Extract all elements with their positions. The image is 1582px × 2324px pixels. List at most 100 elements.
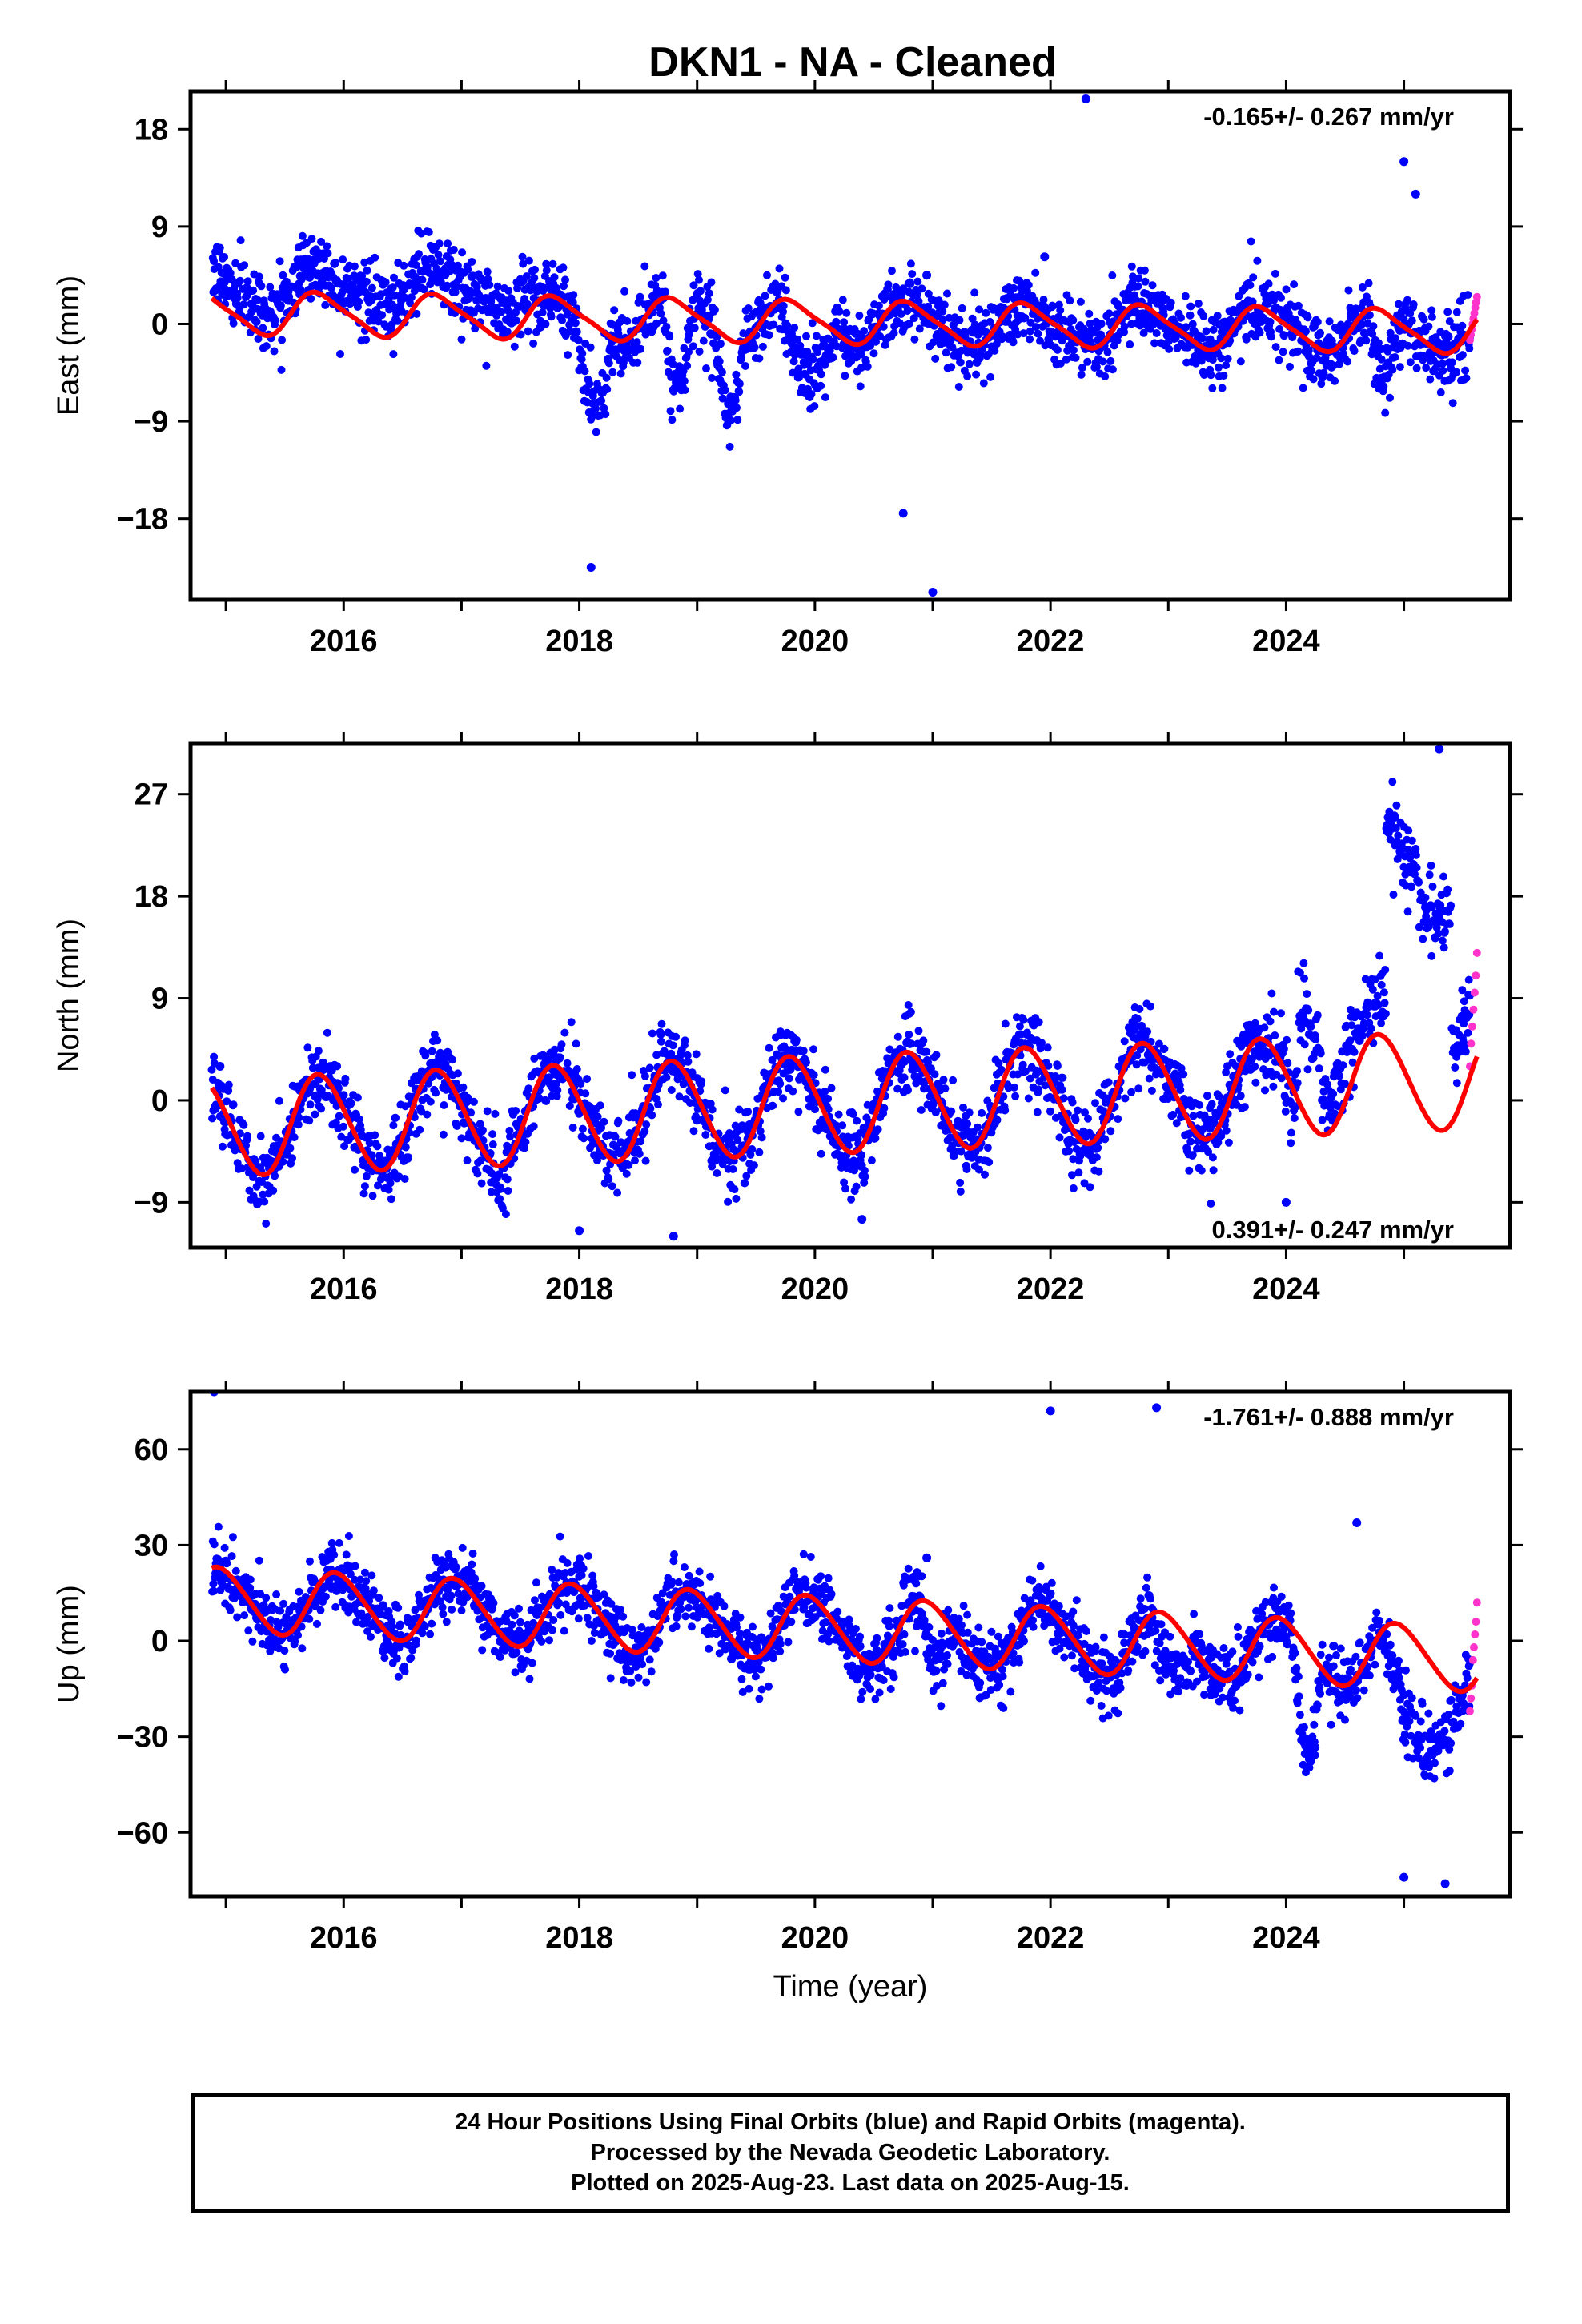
data-point-final xyxy=(1303,313,1312,322)
data-point-final xyxy=(906,1007,915,1016)
data-point-final xyxy=(633,358,642,367)
data-point-final xyxy=(272,1590,281,1598)
data-point-final xyxy=(717,340,725,348)
data-point-final xyxy=(765,1043,773,1052)
data-point-final xyxy=(1143,1027,1152,1036)
data-point-final xyxy=(1293,1067,1301,1076)
data-point-final xyxy=(807,390,816,399)
data-point-final xyxy=(1445,317,1454,326)
data-point-final xyxy=(465,293,474,302)
data-point-final xyxy=(506,1132,514,1141)
data-point-final xyxy=(1404,826,1413,835)
data-point-final xyxy=(604,359,613,368)
data-point-final xyxy=(412,261,420,270)
data-point-final xyxy=(906,259,915,268)
data-point-final xyxy=(1226,1050,1235,1059)
data-point-final xyxy=(1277,293,1285,302)
data-point-final xyxy=(1108,271,1117,279)
data-point-final xyxy=(434,251,443,259)
data-point-final xyxy=(1081,1108,1090,1117)
data-point-final xyxy=(375,1594,383,1602)
data-point-final xyxy=(648,1029,656,1038)
data-point-final xyxy=(556,1053,564,1062)
data-point-final xyxy=(491,1109,500,1118)
data-point-final xyxy=(1055,1133,1064,1142)
data-point-final xyxy=(1391,353,1399,361)
data-point-final xyxy=(245,1186,254,1195)
data-point-final xyxy=(696,287,705,296)
data-point-final xyxy=(893,1032,902,1041)
data-point-final xyxy=(210,1052,219,1061)
data-point-final xyxy=(1101,372,1110,380)
data-point-final xyxy=(335,1112,343,1120)
data-point-final xyxy=(842,308,851,317)
data-point-final xyxy=(755,1148,764,1156)
data-point-final xyxy=(369,1586,378,1595)
data-point-final xyxy=(1224,1138,1233,1147)
data-point-final xyxy=(401,293,410,302)
data-point-final xyxy=(351,1165,359,1174)
data-point-final xyxy=(901,1057,909,1066)
data-point-final xyxy=(1185,1166,1194,1175)
data-point-final xyxy=(1377,980,1386,989)
data-point-final xyxy=(702,364,710,372)
data-point-final xyxy=(917,1106,926,1114)
data-point-final xyxy=(563,1059,572,1068)
model-curve-north xyxy=(210,1031,1480,1178)
data-point-final xyxy=(904,1001,913,1009)
data-point-final xyxy=(477,1179,486,1188)
data-point-final xyxy=(849,1110,857,1119)
data-point-final xyxy=(703,296,712,304)
data-point-final xyxy=(1199,312,1208,320)
data-point-final xyxy=(1362,336,1371,345)
data-point-final xyxy=(262,1594,271,1602)
data-point-final xyxy=(471,324,480,333)
data-point-final xyxy=(223,1097,231,1106)
data-point-final xyxy=(290,1133,299,1142)
data-point-final xyxy=(279,1599,288,1608)
data-point-final xyxy=(469,1097,478,1106)
data-point-final xyxy=(488,1130,497,1139)
data-point-final xyxy=(1074,1106,1082,1115)
data-point-final xyxy=(271,316,279,324)
data-point-final xyxy=(1331,376,1339,385)
data-point-final xyxy=(1403,296,1411,304)
data-point-final xyxy=(233,1613,242,1622)
data-point-final xyxy=(1105,309,1114,318)
data-point-final xyxy=(344,1532,353,1540)
data-point-final xyxy=(1169,1110,1178,1119)
data-point-final xyxy=(1403,907,1412,916)
data-point-final xyxy=(214,1522,223,1531)
data-point-final xyxy=(362,1577,371,1586)
data-point-final xyxy=(1078,364,1086,372)
data-point-final xyxy=(900,1073,909,1082)
data-point-final xyxy=(642,1120,651,1129)
data-point-final xyxy=(748,1145,757,1153)
data-point-final xyxy=(307,294,315,303)
data-point-final xyxy=(757,1133,766,1142)
data-point-final xyxy=(958,346,966,355)
data-point-final xyxy=(552,1079,561,1088)
data-point-final xyxy=(522,272,531,281)
data-point-final xyxy=(1271,343,1280,352)
data-point-final xyxy=(775,264,784,273)
data-point-outlier xyxy=(1399,157,1409,167)
data-point-final xyxy=(407,293,416,302)
data-point-final xyxy=(715,357,724,366)
data-point-final xyxy=(393,316,402,325)
data-point-final xyxy=(856,382,865,391)
data-point-final xyxy=(298,231,307,240)
data-point-final xyxy=(1358,283,1367,292)
data-point-final xyxy=(1365,311,1374,320)
data-point-final xyxy=(459,1083,468,1092)
data-point-final xyxy=(1031,268,1040,277)
data-point-final xyxy=(335,1538,343,1547)
data-point-final xyxy=(1458,321,1467,330)
data-point-outlier xyxy=(586,563,596,572)
data-point-final xyxy=(327,1538,336,1547)
data-point-final xyxy=(811,1105,819,1114)
data-point-final xyxy=(809,1071,818,1080)
data-point-final xyxy=(215,243,224,252)
data-point-final xyxy=(1383,347,1392,356)
data-point-final xyxy=(640,1072,649,1080)
